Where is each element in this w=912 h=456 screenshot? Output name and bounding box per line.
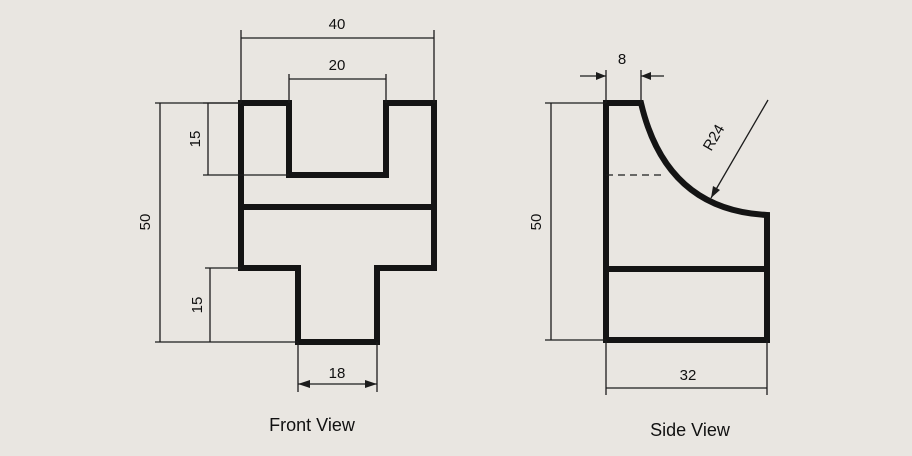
dimension-stem-width: 18 (297, 342, 378, 392)
label-base-width: 32 (680, 367, 697, 384)
dimension-slot-depth: 15 (187, 102, 289, 176)
dimension-base-width: 32 (605, 340, 768, 395)
side-view-caption: Side View (650, 420, 731, 440)
front-view-outline (238, 100, 437, 345)
label-slot-width: 20 (329, 57, 346, 74)
dimension-overall-width: 40 (240, 16, 435, 103)
dimension-top-width: 8 (580, 51, 664, 103)
front-view: 40 20 15 50 15 (137, 16, 437, 435)
label-overall-height: 50 (137, 214, 154, 231)
label-stem-height: 15 (189, 297, 206, 314)
front-view-caption: Front View (269, 415, 356, 435)
label-overall-width: 40 (329, 16, 346, 33)
label-top-width: 8 (618, 51, 626, 68)
dimension-side-height: 50 (528, 102, 606, 341)
label-radius: R24 (700, 122, 728, 154)
dimension-radius: R24 (700, 99, 769, 199)
dimension-overall-height: 50 (137, 102, 298, 343)
side-view: 8 R24 50 32 Side View (528, 51, 770, 440)
dimension-slot-width: 20 (288, 57, 387, 103)
side-view-outline (603, 100, 770, 343)
label-stem-width: 18 (329, 365, 346, 382)
label-side-height: 50 (528, 214, 545, 231)
dimension-stem-height: 15 (189, 267, 241, 342)
label-slot-depth: 15 (187, 131, 204, 148)
